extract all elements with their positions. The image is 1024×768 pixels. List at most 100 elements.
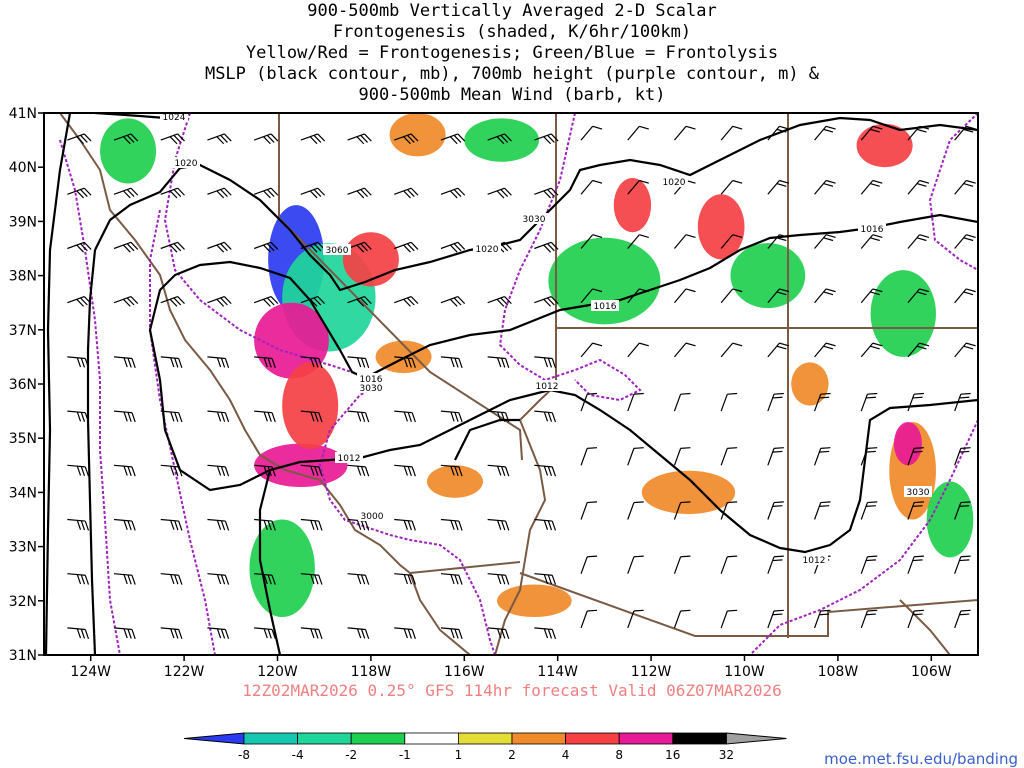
wind-barb (860, 447, 878, 466)
wind-barb (207, 573, 230, 585)
wind-barb (67, 627, 90, 639)
wind-barb (860, 288, 883, 304)
y-tick-label: 39N (9, 214, 37, 230)
wind-barb (347, 573, 370, 585)
wind-barb (534, 356, 557, 368)
wind-barb (207, 464, 230, 477)
wind-barb (67, 241, 92, 253)
wind-barb (673, 234, 696, 249)
wind-barb (673, 609, 691, 629)
wind-barb (954, 392, 971, 412)
wind-barb (954, 447, 971, 466)
wind-barb (67, 133, 92, 145)
rio-grande (899, 599, 951, 655)
wind-barb (347, 518, 370, 531)
colorbar-segment (404, 732, 459, 745)
colorbar-tick-label: -8 (238, 748, 250, 762)
wind-barb (440, 627, 463, 639)
shading-region (389, 113, 446, 157)
wind-barb (253, 187, 279, 199)
svg-text:3030: 3030 (523, 215, 546, 225)
svg-text:1012: 1012 (536, 382, 559, 392)
wind-barb (813, 392, 831, 412)
wind-barb (67, 356, 90, 368)
wind-barb (113, 356, 136, 368)
wind-barb (113, 295, 139, 307)
wind-barb (627, 342, 649, 358)
wind-barbs (67, 125, 976, 639)
wind-barb (954, 609, 971, 629)
mexico-border (519, 572, 978, 637)
wind-barb (627, 555, 644, 574)
wind-barb (253, 133, 279, 145)
wind-barb (113, 573, 136, 585)
svg-text:1024: 1024 (163, 113, 186, 123)
wind-barb (300, 573, 323, 585)
wind-barb (207, 133, 232, 145)
wind-barb (300, 518, 323, 531)
wind-barb (814, 125, 836, 141)
shading-region (870, 270, 936, 357)
wind-barb (254, 356, 276, 368)
wind-barb (67, 410, 90, 423)
wind-barb (347, 356, 370, 368)
mslp-contour-1012 (158, 379, 978, 554)
wind-barb (907, 501, 924, 520)
wind-barb (487, 410, 510, 423)
wind-barb (347, 464, 370, 477)
wind-barb (534, 133, 559, 145)
y-tick-label: 36N (9, 377, 37, 393)
colorbar-segment (565, 732, 620, 745)
wind-barb (907, 555, 924, 574)
height-contour-3030 (163, 113, 496, 655)
frontogenesis-shading (100, 113, 974, 618)
wind-barb (207, 356, 230, 368)
colorbar-segment (350, 732, 406, 745)
y-tick-label: 34N (9, 485, 37, 501)
wind-barb (534, 464, 557, 477)
wind-barb (347, 627, 370, 639)
wind-barb (113, 241, 139, 253)
wind-barb (113, 627, 136, 639)
wind-barb (160, 295, 185, 307)
mslp-label: 1020 (473, 243, 501, 255)
wind-barb (627, 234, 649, 249)
wind-barb (160, 241, 185, 253)
wind-barb (580, 501, 598, 520)
wind-barb (113, 464, 136, 477)
wind-barb (814, 288, 836, 304)
wind-barb (580, 125, 603, 141)
mslp-contour-1020 (94, 116, 978, 292)
wind-barb (954, 501, 971, 520)
wind-barb (254, 627, 276, 639)
svg-text:3060: 3060 (326, 246, 349, 256)
colorbar-tick-label: 2 (508, 748, 516, 762)
wind-barb (767, 555, 784, 574)
wind-barb (580, 392, 598, 412)
baja-border (409, 561, 521, 574)
y-tick-label: 41N (9, 106, 37, 122)
wind-barb (207, 410, 230, 423)
wind-barb (254, 518, 276, 531)
credit-link[interactable]: moe.met.fsu.edu/banding (824, 750, 1018, 768)
wind-barb (207, 518, 230, 531)
colorbar-segment (511, 732, 566, 745)
map-panel: 1024 1020 1020 1020 1016 1016 1016 1012 … (43, 111, 979, 656)
height-label: 3030 (904, 486, 932, 498)
wind-barb (113, 187, 139, 199)
wind-barb (394, 410, 416, 423)
colorbar-tick-label: 1 (455, 748, 463, 762)
wind-barb (580, 447, 598, 466)
wind-barb (673, 555, 691, 574)
svg-text:1020: 1020 (175, 159, 198, 169)
wind-barb (440, 464, 463, 477)
svg-text:1016: 1016 (360, 375, 383, 385)
wind-barb (394, 133, 419, 145)
wind-barb (440, 133, 466, 145)
wind-barb (860, 179, 883, 195)
wind-barb (767, 609, 784, 629)
wind-barb (160, 464, 183, 477)
title-line-5: 900-500mb Mean Wind (barb, kt) (358, 85, 665, 105)
wind-barb (440, 518, 463, 531)
wind-barb (767, 342, 790, 358)
